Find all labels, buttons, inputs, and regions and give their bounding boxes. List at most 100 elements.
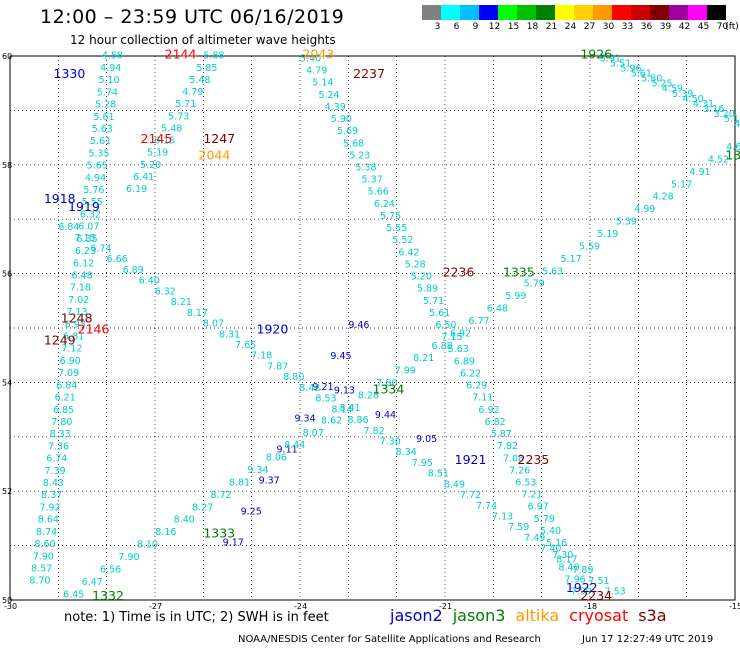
scale-label: 9 (472, 22, 479, 32)
swh-value: 7.15 (74, 233, 95, 244)
pass-time-label: 2235 (518, 452, 550, 467)
swh-value: 5.14 (312, 78, 333, 89)
swh-value: 5.96 (620, 64, 641, 75)
lat-label: 50 (2, 596, 12, 605)
swh-value: 5.73 (168, 111, 189, 122)
scale-swatch (707, 5, 726, 20)
swh-value: 5.79 (524, 279, 545, 290)
swh-value: 5.63 (92, 124, 113, 135)
swh-value: 5.20 (140, 160, 161, 171)
swh-value: 6.66 (107, 254, 128, 265)
swh-value: 6.35 (77, 234, 98, 245)
swh-value: 6.32 (155, 286, 176, 297)
swh-value: 4.79 (306, 66, 327, 77)
swh-value: 5.61 (429, 308, 450, 319)
swh-value: 6.74 (46, 454, 67, 465)
swh-value: 5.16 (546, 538, 567, 549)
swh-value: 4.94 (85, 173, 106, 184)
swh-value: 7.18 (251, 351, 272, 362)
swh-value: 5.17 (671, 179, 692, 190)
swh-value: 7.53 (605, 587, 626, 598)
swh-value: 8.60 (34, 539, 55, 550)
swh-value: 5.71 (423, 296, 444, 307)
scale-label: 6 (453, 22, 460, 32)
scale-swatch (631, 5, 650, 20)
lat-label: 54 (2, 378, 12, 387)
swh-value: 5.48 (161, 123, 182, 134)
swh-value: 5.63 (542, 266, 563, 277)
swh-value: 5.51 (610, 58, 631, 69)
scale-swatch (574, 5, 593, 20)
swh-value: 9.37 (259, 475, 280, 486)
scale-unit: (ft) (725, 22, 739, 32)
lat-label: 60 (2, 52, 12, 61)
lat-label: 52 (2, 487, 12, 496)
swh-value: 5.23 (349, 150, 370, 161)
swh-value: 5.71 (175, 99, 196, 110)
lat-label: 56 (2, 270, 12, 279)
swh-value: 7.08 (503, 453, 524, 464)
swh-value: 7.89 (572, 565, 593, 576)
swh-value: 8.70 (29, 576, 50, 587)
swh-value: 5.87 (491, 429, 512, 440)
pass-time-label: 1248 (61, 311, 93, 326)
chart-title: 12:00 – 23:59 UTC 06/16/2019 (40, 6, 345, 28)
swh-value: 8.21 (171, 297, 192, 308)
swh-value: 7.51 (588, 576, 609, 587)
satellite-name: altika (515, 606, 560, 625)
lat-label: 58 (2, 161, 12, 170)
swh-value: 6.12 (73, 258, 94, 269)
swh-value: 5.74 (97, 87, 118, 98)
swh-value: 5.61 (93, 112, 114, 123)
pass-time-label: 1333 (203, 525, 235, 540)
pass-time-label: 2043 (302, 47, 334, 62)
scale-label: 33 (621, 22, 634, 32)
scale-swatch (669, 5, 688, 20)
swh-value: 8.51 (428, 469, 449, 480)
pass-time-label: 1335 (503, 264, 535, 279)
swh-value: 8.40 (174, 515, 195, 526)
scale-label: 39 (659, 22, 672, 32)
swh-value: 8.14 (331, 404, 352, 415)
lon-label: -24 (294, 602, 307, 611)
swh-value: 6.22 (460, 368, 481, 379)
swh-value: 8.43 (43, 478, 64, 489)
lon-label: -27 (149, 602, 162, 611)
swh-value: 5.38 (355, 162, 376, 173)
swh-value: 5.24 (318, 90, 339, 101)
pass-time-label: 1247 (203, 131, 235, 146)
swh-value: 4.52 (734, 119, 740, 130)
swh-value: 4.39 (325, 102, 346, 113)
swh-value: 5.19 (597, 229, 618, 240)
swh-value: 7.87 (267, 361, 288, 372)
swh-value: 7.30 (552, 550, 573, 561)
swh-value: 6.89 (123, 265, 144, 276)
swh-value: 4.94 (100, 63, 121, 74)
pass-time-label: 2234 (580, 588, 612, 603)
scale-label: 15 (507, 22, 520, 32)
swh-value: 5.40 (300, 53, 321, 64)
chart-subtitle: 12 hour collection of altimeter wave hei… (70, 33, 336, 47)
generation-timestamp: Jun 17 12:27:49 UTC 2019 (582, 634, 714, 645)
swh-value: 7.30 (380, 436, 401, 447)
swh-value: 8.72 (211, 490, 232, 501)
swh-value: 6.53 (515, 478, 536, 489)
swh-value: 9.11 (277, 444, 298, 455)
satellite-name: jason3 (452, 606, 506, 625)
lon-label: -30 (4, 602, 17, 611)
swh-value: 9.17 (223, 538, 244, 549)
lon-label: -21 (439, 602, 452, 611)
swh-value: 5.88 (203, 51, 224, 62)
swh-value: 8.17 (187, 308, 208, 319)
swh-value: 8.53 (315, 394, 336, 405)
scale-swatch (460, 5, 479, 20)
swh-value: 7.18 (70, 283, 91, 294)
swh-value: 5.52 (392, 235, 413, 246)
swh-value: 8.16 (155, 527, 176, 538)
pass-time-label: 2145 (141, 131, 173, 146)
swh-value: 7.39 (45, 466, 66, 477)
swh-value: 7.40 (540, 544, 561, 555)
swh-value: 7.80 (376, 378, 397, 389)
scale-label: 45 (697, 22, 710, 32)
